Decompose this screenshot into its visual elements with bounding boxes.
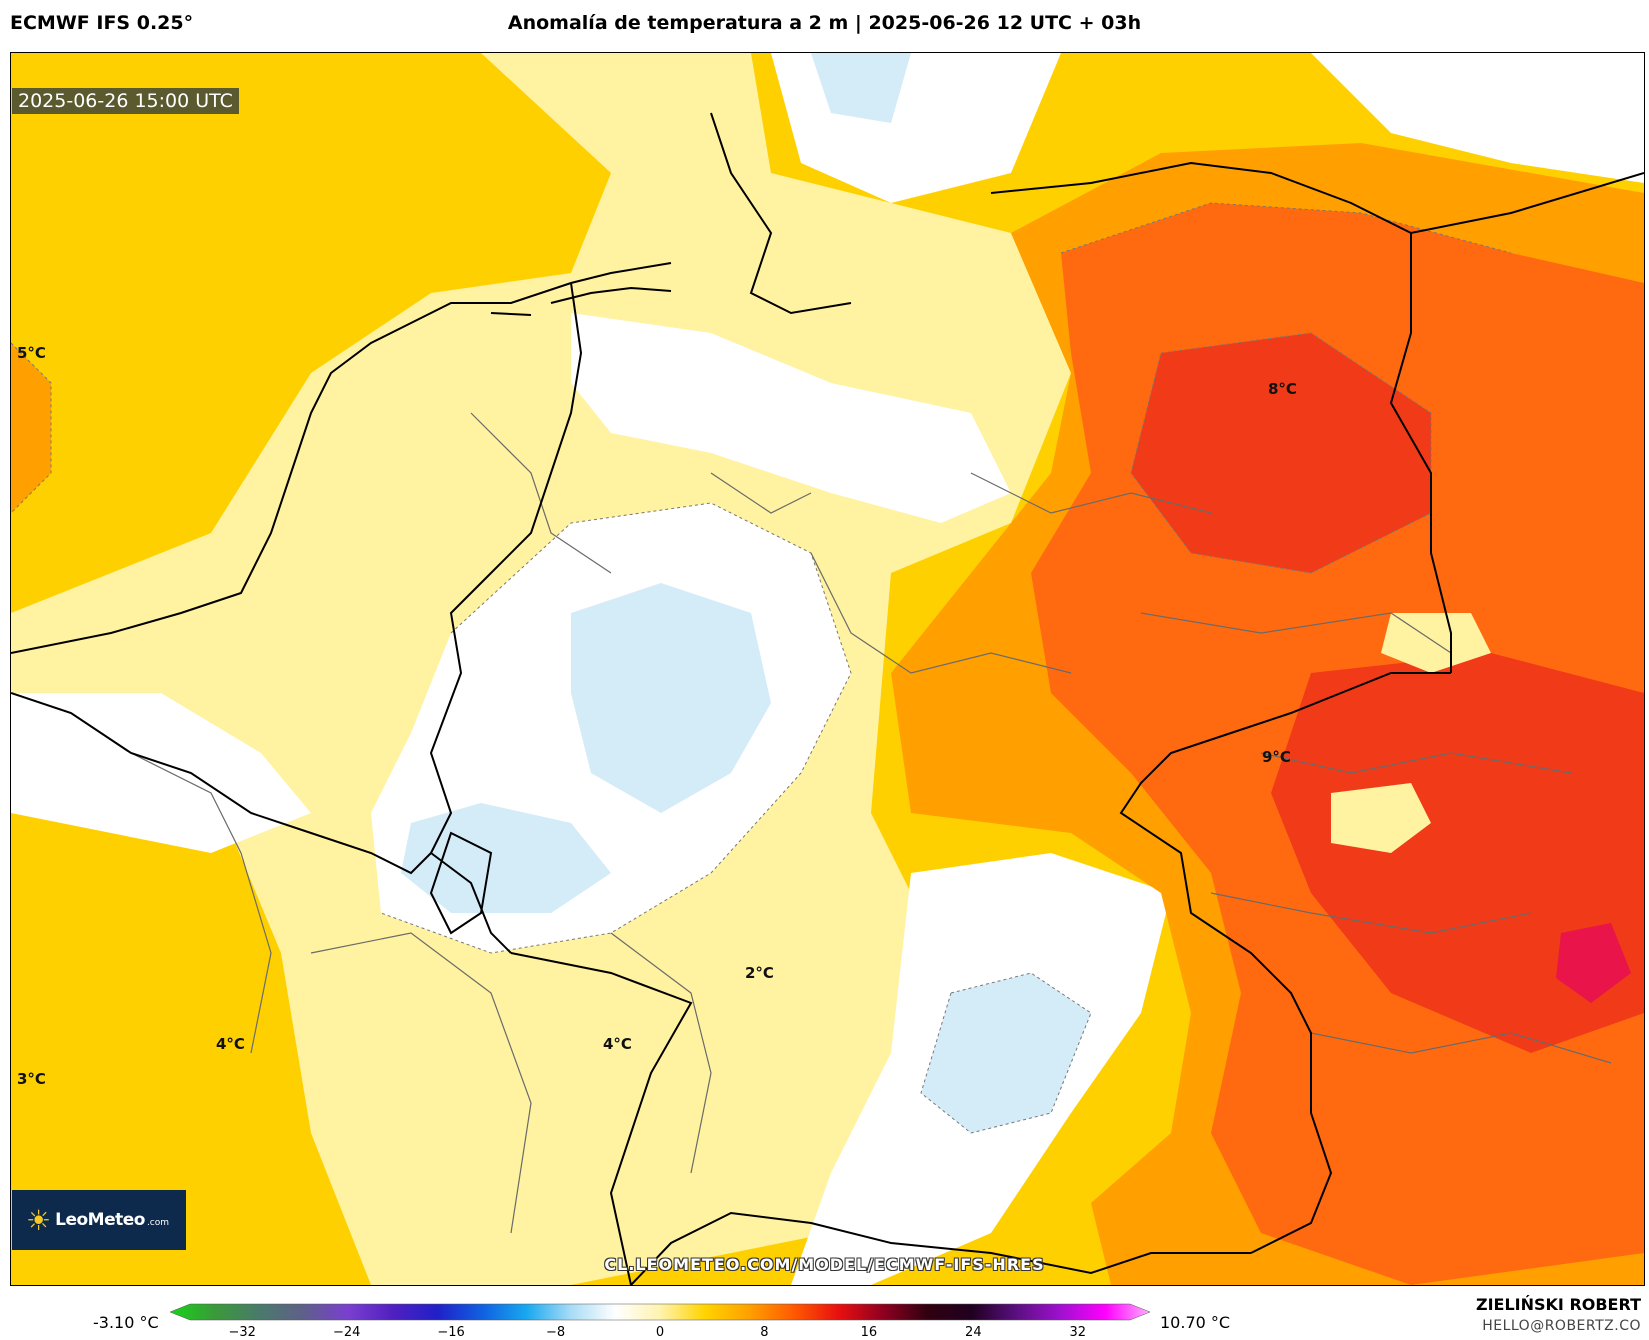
- source-url[interactable]: CL.LEOMETEO.COM/MODEL/ECMWF-IFS-HRES: [604, 1255, 1045, 1274]
- regional-borders: [130, 412, 1612, 1234]
- colorbar-max-label: 10.70 °C: [1160, 1313, 1231, 1332]
- author-email[interactable]: HELLO@ROBERTZ.CO: [1482, 1318, 1641, 1334]
- temperature-anomaly-map[interactable]: [10, 52, 1645, 1286]
- colorbar-gradient: [170, 1303, 1150, 1321]
- colorbar-tick: 32: [1069, 1325, 1087, 1340]
- anomaly-field-zero-northeast: [1311, 53, 1644, 183]
- anomaly-label-south-2: 2°C: [745, 964, 774, 982]
- anomaly-contours: [11, 202, 1512, 1134]
- anomaly-field-core-east: [1271, 653, 1644, 1053]
- national-borders: [11, 112, 1644, 1285]
- anomaly-field-zero-north: [571, 313, 1011, 523]
- logo-domain: .com: [146, 1218, 170, 1228]
- colorbar-tick: −8: [545, 1325, 566, 1340]
- colorbar-tick: −24: [332, 1325, 361, 1340]
- colorbar: [170, 1303, 1150, 1321]
- anomaly-field-core-north: [1131, 333, 1431, 573]
- anomaly-label-southwest-4: 4°C: [216, 1035, 245, 1053]
- map-title: Anomalía de temperatura a 2 m | 2025-06-…: [507, 12, 1142, 34]
- anomaly-field-core-peak: [1556, 923, 1631, 1003]
- map-canvas: [11, 53, 1644, 1285]
- anomaly-field-pocket-east: [1331, 783, 1431, 853]
- colorbar-min-label: -3.10 °C: [93, 1313, 159, 1332]
- colorbar-tick: −32: [228, 1325, 256, 1340]
- anomaly-field-negative-west: [401, 803, 611, 913]
- leometeo-logo[interactable]: ☀ LeoMeteo .com: [12, 1190, 186, 1250]
- sun-icon: ☀: [26, 1203, 52, 1237]
- colorbar-tick: 16: [860, 1325, 878, 1340]
- model-name: ECMWF IFS 0.25°: [10, 12, 194, 34]
- author-name: ZIELIŃSKI ROBERT: [1475, 1295, 1641, 1314]
- anomaly-field-warm-west: [11, 343, 51, 513]
- anomaly-label-east-9: 9°C: [1262, 748, 1291, 766]
- anomaly-label-west-3: 3°C: [17, 1070, 46, 1088]
- anomaly-field-negative-central: [571, 583, 771, 813]
- anomaly-field-negative-south: [921, 973, 1091, 1133]
- anomaly-label-north-8: 8°C: [1268, 380, 1297, 398]
- colorbar-tick: −16: [437, 1325, 465, 1340]
- colorbar-tick: 24: [965, 1325, 982, 1340]
- valid-time-badge: 2025-06-26 15:00 UTC: [12, 88, 239, 114]
- anomaly-label-south-4: 4°C: [603, 1035, 632, 1053]
- logo-name: LeoMeteo: [55, 1210, 145, 1230]
- colorbar-tick: 0: [655, 1325, 665, 1340]
- anomaly-field-zero-west: [11, 693, 311, 853]
- anomaly-label-west-5: 5°C: [17, 344, 46, 362]
- colorbar-tick: 8: [760, 1325, 769, 1340]
- anomaly-field-negative-baltic: [811, 53, 911, 123]
